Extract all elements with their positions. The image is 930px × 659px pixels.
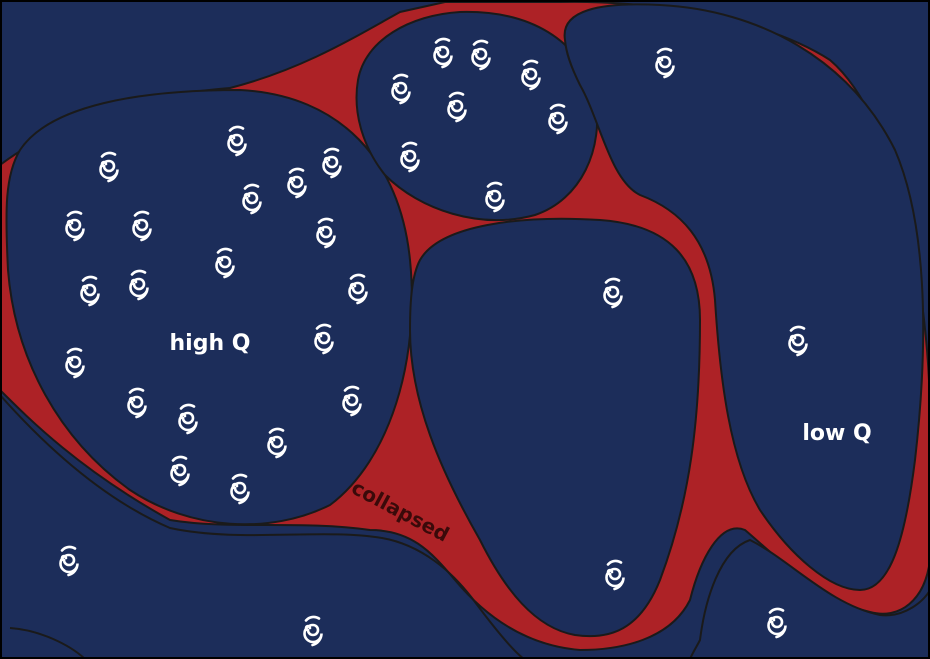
label-high-q: high Q bbox=[170, 331, 251, 356]
void-high-q bbox=[5, 88, 413, 526]
label-low-q: low Q bbox=[802, 421, 871, 446]
void-bottom-left bbox=[0, 400, 520, 659]
void-low-q bbox=[563, 3, 925, 592]
void-center bbox=[408, 217, 702, 638]
void-bottom-left-edge bbox=[0, 394, 525, 659]
filament-edge bbox=[9, 627, 86, 659]
void-top-cluster bbox=[355, 10, 599, 222]
